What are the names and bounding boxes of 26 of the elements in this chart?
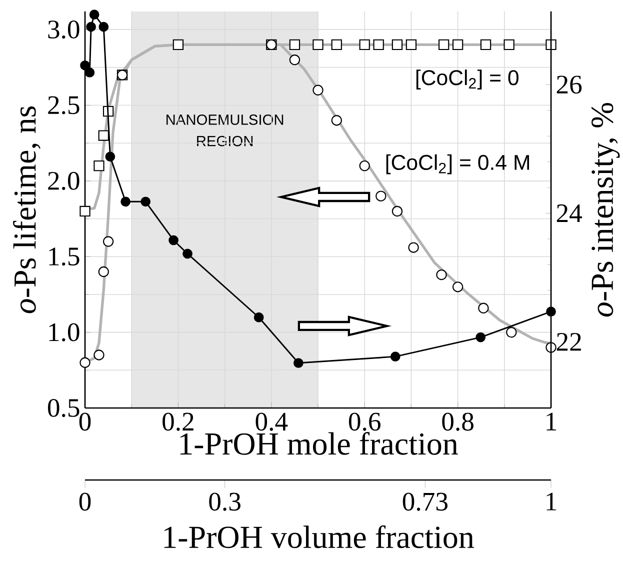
- x2-axis-title: 1-PrOH volume fraction: [164, 525, 474, 548]
- x-axis-title: 1-PrOH mole fraction: [180, 432, 458, 455]
- series-label: [CoCl$_{2}$] = 0: [416, 70, 518, 90]
- y-tick-label: 1.5: [49, 248, 80, 266]
- y-tick-label: 3.0: [48, 20, 80, 39]
- band-label: NANOEMULSION REGION: [166, 114, 284, 146]
- y-tick-label: 0.5: [48, 398, 80, 418]
- y2-tick-label: 22: [556, 332, 581, 351]
- x-tick-label: 0: [79, 412, 91, 431]
- y-tick-label: 2.0: [48, 172, 80, 190]
- x-tick-label: 0.2: [162, 412, 194, 431]
- x2-tick-label: 0.73: [402, 492, 448, 511]
- x2-tick-label: 0.3: [209, 492, 240, 511]
- y-tick-label: 2.5: [48, 96, 80, 114]
- x-tick-label: 0.8: [442, 412, 474, 431]
- y2-tick-label: 24: [556, 204, 582, 222]
- x-tick-label: 1: [546, 412, 556, 430]
- y2-axis-title: o-Ps intensity, %: [592, 102, 620, 317]
- y-tick-label: 1.0: [49, 323, 80, 342]
- x2-tick-label: 0: [79, 492, 91, 511]
- x-tick-label: 0.4: [256, 412, 288, 431]
- y2-tick-label: 26: [556, 76, 582, 94]
- x2-tick-label: 1: [546, 492, 556, 510]
- series-label: [CoCl$_{2}$] = 0.4 M: [386, 154, 529, 174]
- x-tick-label: 0.6: [348, 412, 380, 431]
- y-axis-title: o-Ps lifetime, ns: [13, 106, 40, 314]
